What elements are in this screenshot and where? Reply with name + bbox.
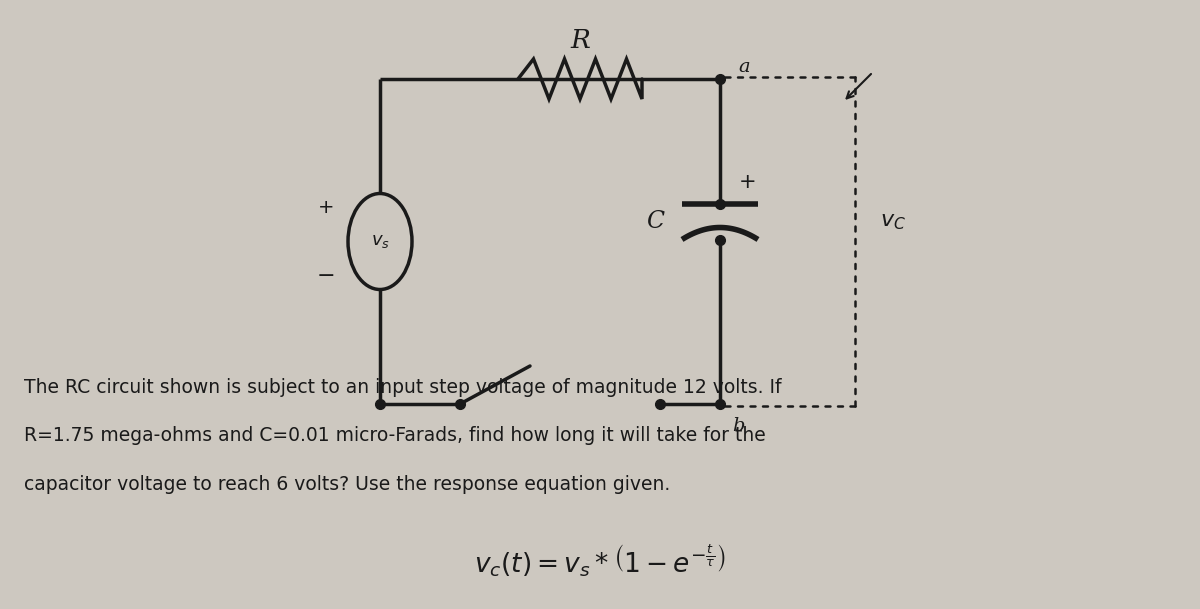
Text: +: + — [318, 198, 335, 217]
Text: b: b — [732, 417, 744, 435]
Text: $v_c(t) = v_s * \left(1 - e^{-\frac{t}{\tau}}\right)$: $v_c(t) = v_s * \left(1 - e^{-\frac{t}{\… — [474, 542, 726, 579]
Text: −: − — [317, 266, 335, 286]
Text: capacitor voltage to reach 6 volts? Use the response equation given.: capacitor voltage to reach 6 volts? Use … — [24, 475, 671, 494]
Text: +: + — [739, 172, 757, 191]
Text: R=1.75 mega-ohms and C=0.01 micro-Farads, find how long it will take for the: R=1.75 mega-ohms and C=0.01 micro-Farads… — [24, 426, 766, 445]
Text: a: a — [738, 58, 750, 76]
Text: The RC circuit shown is subject to an input step voltage of magnitude 12 volts. : The RC circuit shown is subject to an in… — [24, 378, 781, 396]
Text: R: R — [570, 29, 590, 54]
Text: C: C — [646, 210, 664, 233]
Text: $v_C$: $v_C$ — [880, 211, 906, 233]
Text: $v_s$: $v_s$ — [371, 233, 390, 250]
